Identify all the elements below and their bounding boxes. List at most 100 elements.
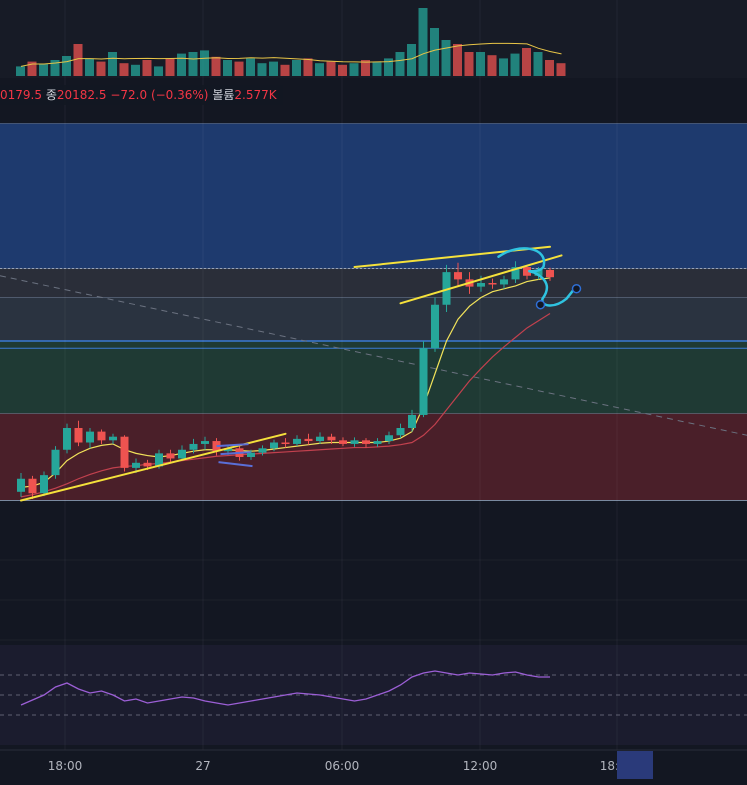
drawing-anchor-2 xyxy=(571,283,582,294)
ma-slow-line xyxy=(20,312,551,498)
candle-body xyxy=(523,267,531,276)
candle-body xyxy=(40,475,48,494)
candle-body xyxy=(201,441,209,444)
candle-body xyxy=(396,428,405,436)
blue-scribble-drawing xyxy=(216,443,253,468)
volume-bar xyxy=(223,60,232,76)
volume-bar xyxy=(453,44,462,76)
volume-bar xyxy=(349,63,359,76)
volume-bar xyxy=(315,63,324,76)
candle-body xyxy=(373,441,382,444)
volume-bar xyxy=(96,61,106,76)
legend-change-pct: (−0.36%) xyxy=(150,88,209,102)
volume-bar xyxy=(292,60,301,76)
candle-body xyxy=(109,436,117,441)
price-zones xyxy=(0,123,747,745)
crosshair-time-badge xyxy=(617,751,653,779)
candle-body xyxy=(304,438,313,442)
freehand-drawings xyxy=(216,247,582,468)
volume-bar xyxy=(441,40,451,76)
candle-body xyxy=(350,440,359,444)
candle-body xyxy=(419,348,428,415)
candle-body xyxy=(511,267,520,280)
candle-body xyxy=(431,304,439,349)
x-tick-label: 27 xyxy=(195,759,210,773)
candle-body xyxy=(189,443,198,450)
volume-bar xyxy=(545,60,554,76)
candle-body xyxy=(51,449,60,476)
volume-bar xyxy=(361,60,370,76)
candle-body xyxy=(500,279,508,285)
volume-bar xyxy=(487,55,497,76)
x-tick-label: 18:00 xyxy=(48,759,83,773)
legend-volume-label: 볼륨 xyxy=(212,88,235,102)
volume-bar xyxy=(234,61,244,76)
candle-body xyxy=(63,428,71,450)
volume-bar xyxy=(165,58,175,76)
volume-bar xyxy=(85,58,94,76)
volume-bar xyxy=(131,64,140,76)
volume-bar xyxy=(395,52,405,76)
volume-bar xyxy=(280,64,290,76)
volume-bars xyxy=(16,8,566,76)
legend-change: −72.0 xyxy=(110,88,148,102)
candle-body xyxy=(534,269,543,276)
legend-close-partial: 0179.5 xyxy=(0,88,42,102)
volume-bar xyxy=(188,52,198,76)
volume-bar xyxy=(73,44,83,76)
candle-body xyxy=(546,269,554,278)
ohlc-legend: 0179.5 종20182.5 −72.0 (−0.36%) 볼륨2.577K xyxy=(0,85,283,105)
volume-bar xyxy=(269,61,278,76)
candle-body xyxy=(28,478,37,494)
candle-body xyxy=(385,435,393,442)
price-zone-4 xyxy=(0,413,747,501)
volume-bar xyxy=(522,48,531,76)
candle-body xyxy=(454,272,462,280)
volume-bar xyxy=(372,61,382,76)
volume-bar xyxy=(418,8,428,76)
candle-body xyxy=(477,283,485,287)
volume-bar xyxy=(556,63,566,76)
candle-body xyxy=(120,436,129,468)
trendline-2 xyxy=(399,254,563,305)
legend-volume-value: 2.577K xyxy=(234,88,277,102)
volume-bar xyxy=(200,50,209,76)
volume-bar xyxy=(246,58,255,76)
price-zone-1 xyxy=(0,268,747,298)
candle-body xyxy=(258,448,267,453)
candle-body xyxy=(281,442,290,444)
volume-bar xyxy=(303,58,313,76)
volume-bar xyxy=(499,58,508,76)
candle-body xyxy=(247,452,255,457)
price-zone-0 xyxy=(0,123,747,269)
volume-bar xyxy=(384,58,393,76)
volume-bar xyxy=(326,61,336,76)
legend-close-value: 20182.5 xyxy=(56,88,107,102)
volume-bar xyxy=(510,53,520,76)
price-zone-3 xyxy=(0,341,747,414)
volume-ma-line xyxy=(20,42,562,67)
candle-body xyxy=(74,428,83,443)
candle-body xyxy=(327,436,336,441)
volume-bar xyxy=(142,60,152,76)
volume-bar xyxy=(50,60,60,76)
candle-body xyxy=(132,462,140,468)
candle-body xyxy=(270,442,278,449)
candle-body xyxy=(178,449,186,459)
grid xyxy=(0,0,747,750)
legend-close-label: 종 xyxy=(45,88,57,102)
volume-bar xyxy=(154,66,163,76)
volume-bar xyxy=(211,56,221,76)
cyan-path-drawing xyxy=(497,247,576,307)
volume-bar xyxy=(16,66,25,76)
candle-body xyxy=(293,438,301,444)
candle-body xyxy=(143,462,152,467)
volume-bar xyxy=(533,52,543,76)
drawing-anchor-1 xyxy=(535,299,546,310)
rsi-band-bg xyxy=(0,645,747,745)
volume-bar xyxy=(464,52,474,76)
volume-bar xyxy=(407,44,416,76)
candle-body xyxy=(442,272,451,305)
